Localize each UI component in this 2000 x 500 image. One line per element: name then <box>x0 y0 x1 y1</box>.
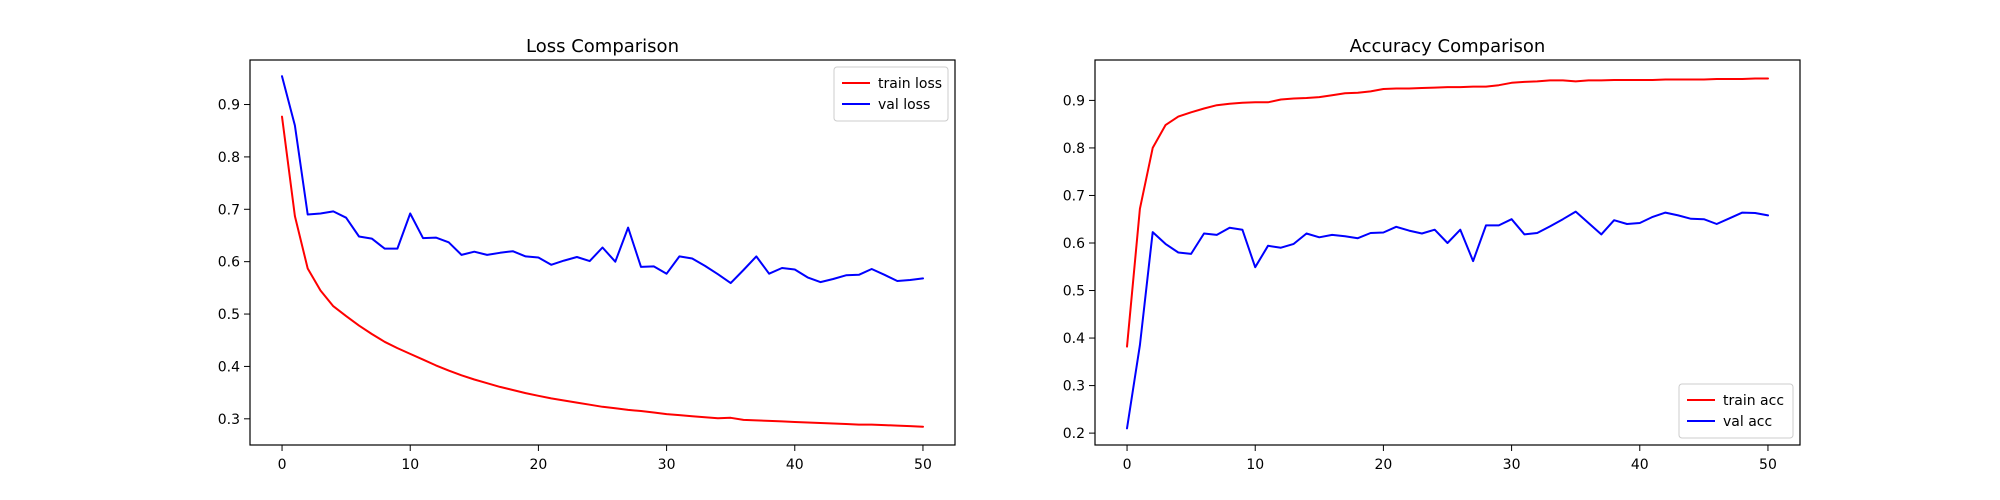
x-tick-label: 10 <box>401 457 419 473</box>
x-tick-label: 40 <box>786 457 804 473</box>
legend-label: val loss <box>878 97 930 113</box>
chart-title: Accuracy Comparison <box>1350 36 1546 57</box>
legend-label: train loss <box>878 76 942 92</box>
series-line-train-acc <box>1126 77 1769 348</box>
y-tick-label: 0.8 <box>1063 141 1085 157</box>
y-tick-label: 0.7 <box>218 202 240 218</box>
legend-box <box>1678 383 1794 439</box>
axes-frame <box>249 59 956 446</box>
accuracy-comparison-chart: Accuracy Comparison 0 10 20 30 40 50 0.20.30.… <box>1063 36 1801 473</box>
legend-label: val acc <box>1723 414 1772 430</box>
legend: train loss val loss <box>833 66 949 122</box>
y-axis: 0.2 0.3 0.4 0.5 0.6 0.7 0.8 0.9 <box>1063 93 1095 442</box>
y-tick-label: 0.8 <box>218 150 240 166</box>
x-axis: 0 10 20 30 40 50 <box>1123 445 1777 473</box>
x-tick-label: 20 <box>529 457 547 473</box>
x-tick-label: 40 <box>1631 457 1649 473</box>
x-tick-label: 20 <box>1374 457 1392 473</box>
series-group <box>1126 77 1769 430</box>
y-tick-label: 0.2 <box>1063 426 1085 442</box>
y-tick-label: 0.3 <box>218 412 240 428</box>
x-axis: 0 10 20 30 40 50 <box>278 445 932 473</box>
series-line-train-loss <box>281 115 924 428</box>
y-axis: 0.3 0.4 0.5 0.6 0.7 0.8 0.9 <box>218 98 250 428</box>
y-tick-label: 0.6 <box>1063 236 1085 252</box>
x-tick-label: 0 <box>1123 457 1132 473</box>
x-tick-label: 10 <box>1246 457 1264 473</box>
legend-label: train acc <box>1723 393 1784 409</box>
x-tick-label: 50 <box>1759 457 1777 473</box>
chart-title: Loss Comparison <box>526 36 679 57</box>
axes-frame <box>1094 59 1801 446</box>
x-tick-label: 30 <box>1503 457 1521 473</box>
y-tick-label: 0.5 <box>218 307 240 323</box>
legend: train acc val acc <box>1678 383 1794 439</box>
series-group <box>281 75 924 428</box>
series-line-val-loss <box>281 75 924 285</box>
y-tick-label: 0.6 <box>218 255 240 271</box>
x-tick-label: 30 <box>658 457 676 473</box>
y-tick-label: 0.5 <box>1063 284 1085 300</box>
y-tick-label: 0.4 <box>1063 331 1085 347</box>
series-line-val-acc <box>1126 210 1769 430</box>
y-tick-label: 0.7 <box>1063 188 1085 204</box>
legend-box <box>833 66 949 122</box>
y-tick-label: 0.9 <box>218 98 240 114</box>
y-tick-label: 0.9 <box>1063 93 1085 109</box>
y-tick-label: 0.4 <box>218 359 240 375</box>
loss-comparison-chart: Loss Comparison 0 10 20 30 40 50 0.3 0.4 0.5 0.6… <box>218 36 956 473</box>
x-tick-label: 50 <box>914 457 932 473</box>
x-tick-label: 0 <box>278 457 287 473</box>
y-tick-label: 0.3 <box>1063 379 1085 395</box>
